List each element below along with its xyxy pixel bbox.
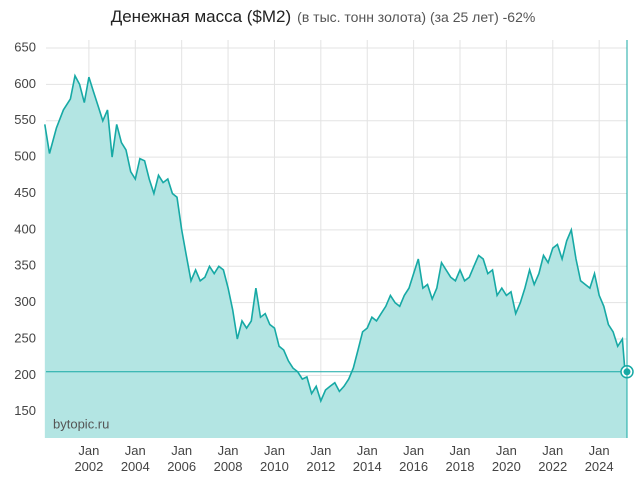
y-tick-label: 500	[14, 149, 36, 164]
x-tick-label: Jan 2006	[167, 443, 197, 474]
x-tick-label: Jan 2016	[399, 443, 429, 474]
chart-title-group: Денежная масса ($M2) (в тыс. тонн золота)…	[111, 7, 536, 26]
watermark: bytopic.ru	[53, 416, 109, 431]
x-tick-label: Jan 2018	[445, 443, 475, 474]
y-tick-label: 400	[14, 221, 36, 236]
y-tick-label: 650	[14, 39, 36, 54]
chart-title: Денежная масса ($M2)	[111, 7, 291, 26]
x-tick-label: Jan 2002	[74, 443, 104, 474]
line	[44, 73, 628, 404]
x-tick-label: Jan 2012	[306, 443, 336, 474]
y-tick-label: 550	[14, 112, 36, 127]
y-tick-label: 200	[14, 367, 36, 382]
x-tick-label: Jan 2010	[259, 443, 289, 474]
y-tick-label: 450	[14, 185, 36, 200]
x-tick-label: Jan 2014	[352, 443, 382, 474]
x-tick-label: Jan 2024	[584, 443, 614, 474]
area-fill	[44, 75, 628, 438]
y-tick-label: 350	[14, 258, 36, 273]
x-tick-label: Jan 2004	[120, 443, 150, 474]
y-tick-label: 600	[14, 76, 36, 91]
y-tick-label: 150	[14, 403, 36, 418]
x-tick-label: Jan 2022	[538, 443, 568, 474]
y-tick-label: 300	[14, 294, 36, 309]
x-tick-label: Jan 2008	[213, 443, 243, 474]
chart-subtitle: (в тыс. тонн золота) (за 25 лет) -62%	[297, 9, 535, 25]
y-tick-label: 250	[14, 330, 36, 345]
x-tick-label: Jan 2020	[491, 443, 521, 474]
